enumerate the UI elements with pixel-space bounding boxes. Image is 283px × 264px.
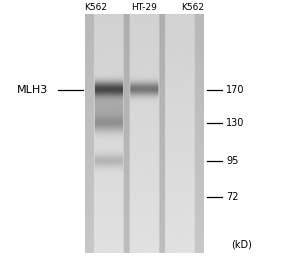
Text: K562: K562 <box>181 3 204 12</box>
Text: (kD): (kD) <box>231 239 252 249</box>
Text: 72: 72 <box>226 192 239 202</box>
Text: K562: K562 <box>85 3 108 12</box>
Text: MLH3: MLH3 <box>17 85 48 95</box>
Text: HT-29: HT-29 <box>131 3 157 12</box>
Text: 130: 130 <box>226 118 245 128</box>
Text: 170: 170 <box>226 85 245 95</box>
Text: 95: 95 <box>226 156 239 166</box>
